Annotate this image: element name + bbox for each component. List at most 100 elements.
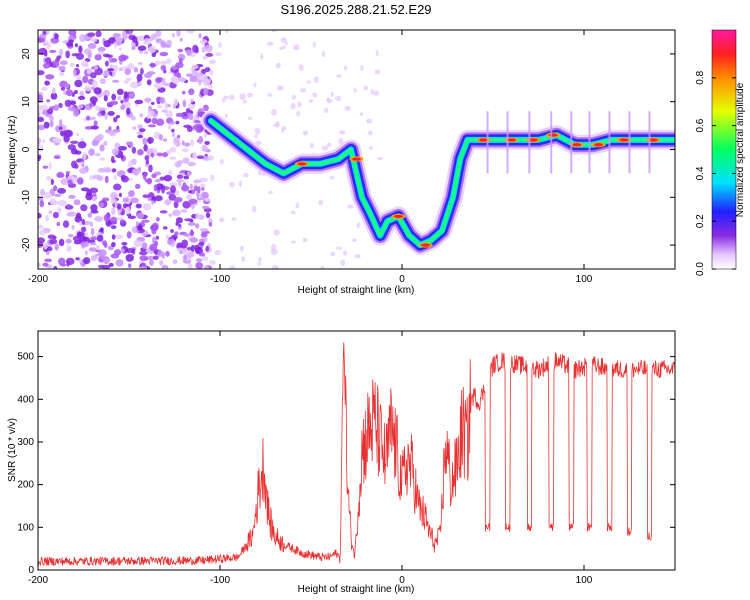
spectrogram-noise-blob	[78, 104, 84, 109]
spectrogram-noise-blob	[60, 178, 70, 186]
spectrogram-noise-blob	[133, 67, 139, 73]
colorbar-gradient	[711, 29, 737, 270]
spectrogram-noise-blob	[340, 259, 346, 267]
spectrogram-noise-blob	[290, 240, 296, 244]
spectrogram-noise-blob	[144, 155, 150, 161]
spectrogram-noise-blob	[158, 134, 163, 141]
spectrogram-noise-blob	[80, 226, 87, 233]
spectrogram-noise-blob	[344, 65, 348, 71]
spectrogram-noise-blob	[150, 152, 155, 158]
spectrogram-noise-blob	[370, 88, 374, 95]
spectrogram-noise-blob	[119, 67, 124, 72]
spectrogram-noise-blob	[186, 246, 192, 251]
spectrogram-noise-blob	[162, 82, 171, 87]
figure-title: S196.2025.288.21.52.E29	[280, 2, 431, 17]
spectrogram-noise-blob	[111, 242, 116, 248]
spectrogram-noise-blob	[189, 230, 195, 236]
spectrogram-noise-blob	[376, 156, 383, 161]
spectrogram-noise-blob	[135, 203, 142, 209]
spectrogram-noise-blob	[195, 46, 199, 54]
spectrogram-noise-blob	[176, 134, 181, 139]
spectrogram-noise-blob	[199, 136, 203, 142]
spectrogram-noise-blob	[97, 264, 105, 269]
spectrogram-noise-blob	[199, 228, 209, 232]
spectrogram-noise-blob	[92, 100, 97, 107]
spectrogram-noise-blob	[68, 30, 77, 36]
spectrogram-noise-blob	[360, 65, 364, 71]
spectrogram-noise-blob	[149, 259, 154, 266]
spectrogram-noise-blob	[225, 30, 229, 34]
spectrogram-noise-blob	[95, 244, 100, 251]
spectrogram-noise-blob	[183, 233, 190, 237]
spectrogram-noise-blob	[85, 115, 91, 121]
spectrogram-noise-blob	[44, 80, 51, 86]
spectrogram-noise-blob	[115, 36, 124, 43]
spectrogram-noise-blob	[103, 40, 111, 48]
spectrogram-noise-blob	[146, 114, 151, 119]
spectrogram-noise-blob	[168, 123, 172, 131]
spectrogram-noise-blob	[82, 152, 87, 160]
spectrogram-noise-blob	[75, 52, 85, 60]
spectrogram-noise-blob	[253, 82, 257, 88]
spectrogram-noise-blob	[149, 243, 158, 252]
spectrogram-noise-blob	[195, 212, 200, 220]
spectrogram-noise-blob	[190, 244, 195, 253]
colorbar-tick-label: 0.4	[695, 166, 706, 180]
spectrogram-noise-blob	[53, 265, 58, 269]
spectrogram-noise-blob	[48, 210, 53, 214]
spectrogram-noise-blob	[247, 116, 253, 121]
spectrogram-noise-blob	[131, 226, 138, 234]
spectrogram-noise-blob	[53, 104, 60, 111]
spectrogram-noise-blob	[146, 255, 155, 261]
spectrogram-noise-blob	[113, 175, 118, 180]
spectrogram-noise-blob	[255, 140, 262, 146]
spectrogram-noise-blob	[90, 37, 98, 42]
spectrogram-noise-blob	[293, 44, 300, 51]
colorbar-tick-label: 0.6	[695, 118, 706, 132]
spectrogram-noise-blob	[114, 142, 121, 149]
spectrogram-noise-blob	[109, 100, 119, 106]
spectrogram-noise-blob	[177, 48, 184, 53]
spectrogram-noise-blob	[159, 176, 166, 181]
spectrogram-noise-blob	[137, 134, 144, 139]
spectrogram-noise-blob	[194, 223, 200, 229]
spectrogram-noise-blob	[98, 202, 105, 208]
spectrogram-noise-blob	[150, 200, 155, 205]
spectrogram-noise-blob	[66, 212, 73, 217]
spectrogram-noise-blob	[74, 43, 78, 48]
spectrogram-noise-blob	[141, 219, 150, 223]
spectrogram-noise-blob	[159, 60, 168, 65]
spectrogram-noise-blob	[43, 121, 50, 129]
colorbar-tick-label: 0.0	[695, 262, 706, 276]
spectrogram-noise-blob	[137, 81, 143, 86]
spectrogram-noise-blob	[131, 45, 136, 51]
spectrogram-noise-blob	[178, 181, 182, 187]
spectrogram-noise-blob	[152, 113, 158, 118]
spectrogram-noise-blob	[221, 98, 226, 103]
spectrogram-noise-blob	[199, 183, 206, 189]
spectrogram-noise-blob	[49, 49, 57, 53]
spectrogram-noise-blob	[181, 148, 189, 153]
spectrogram-noise-blob	[164, 199, 172, 206]
spectrogram-noise-blob	[110, 155, 115, 164]
spectrogram-noise-blob	[117, 96, 122, 101]
spectrogram-noise-blob	[326, 96, 330, 103]
spectrogram-noise-blob	[54, 33, 59, 40]
spectrogram-noise-blob	[68, 194, 76, 199]
spectrogram-noise-blob	[321, 50, 326, 58]
spectrogram-noise-blob	[174, 231, 179, 236]
spectrogram-noise-blob	[186, 30, 195, 34]
spectrogram-noise-blob	[154, 60, 160, 66]
spectrogram-noise-blob	[198, 33, 202, 39]
spectrogram-noise-blob	[109, 216, 118, 224]
spectrogram-noise-blob	[102, 53, 111, 58]
spectrogram-noise-blob	[126, 231, 132, 239]
spectrogram-noise-blob	[88, 247, 97, 252]
spectrogram-noise-blob	[291, 94, 297, 100]
spectrogram-noise-blob	[132, 36, 138, 43]
spectrogram-noise-blob	[87, 212, 93, 218]
spectrogram-noise-blob	[177, 160, 184, 165]
spectrogram-noise-speckle	[38, 30, 383, 269]
spectrogram-noise-blob	[282, 125, 287, 131]
spectrogram-noise-blob	[78, 161, 85, 165]
